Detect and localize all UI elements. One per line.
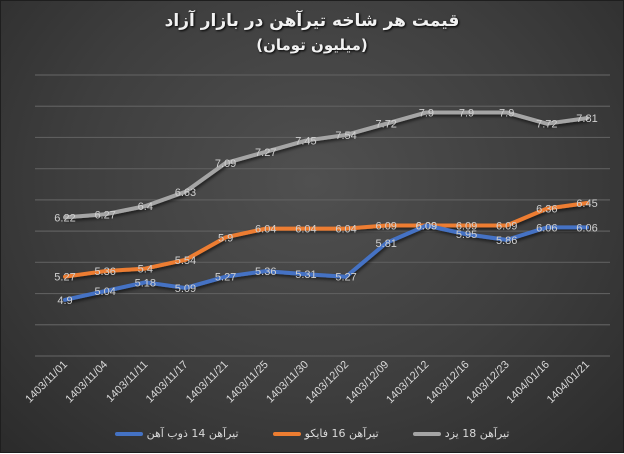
legend-label: تیرآهن 18 یزد: [444, 427, 510, 440]
series-line: [63, 201, 589, 279]
data-label: 6.09: [416, 220, 437, 232]
chart-subtitle: (میلیون تومان): [256, 36, 368, 54]
x-tick-label: 1403/11/17: [144, 359, 191, 406]
data-label: 5.81: [376, 238, 397, 250]
series-lines: [63, 110, 589, 302]
legend-item: تیرآهن 16 فایکو: [272, 427, 379, 440]
data-label: 5.54: [175, 255, 196, 267]
data-labels: 4.95.045.18 5.095.27 5.36 5.31 5.275.816.095…: [54, 107, 597, 306]
data-label: 6.45: [576, 198, 597, 210]
data-label: 7.72: [536, 119, 557, 131]
x-tick-label: 1403/11/04: [63, 359, 110, 406]
data-label: 6.04: [335, 224, 356, 236]
data-label: 7.9: [459, 107, 474, 119]
series-line: [63, 110, 589, 220]
data-label: 5.09: [175, 283, 196, 295]
data-label: 6.09: [416, 220, 437, 232]
legend: تیرآهن 14 ذوب آهن تیرآهن 16 فایکو تیرآهن 1…: [1, 427, 623, 440]
data-label: 5.04: [94, 286, 115, 298]
legend-label: تیرآهن 16 فایکو: [304, 427, 379, 440]
data-label: 6.04: [295, 224, 316, 236]
data-label: 6.36: [536, 204, 557, 216]
x-tick-label: 1404/01/21: [545, 359, 592, 406]
data-label: 7.9: [499, 107, 514, 119]
x-tick-label: 1403/11/21: [184, 359, 231, 406]
data-label: 5.9: [218, 232, 233, 244]
data-label: 6.04: [255, 224, 276, 236]
data-label: 5.27: [215, 272, 236, 284]
data-label: 6.63: [175, 187, 196, 199]
data-label: 5.36: [94, 266, 115, 278]
data-label: 6.09: [376, 220, 397, 232]
data-label: 7.09: [215, 158, 236, 170]
legend-item: تیرآهن 18 یزد: [412, 427, 510, 440]
chart-title: قیمت هر شاخه تیرآهن در بازار آزاد: [164, 11, 460, 31]
data-label: 7.27: [255, 147, 276, 159]
data-label: 5.27: [335, 272, 356, 284]
data-label: 5.36: [255, 266, 276, 278]
data-label: 6.06: [536, 222, 557, 234]
data-label: 7.54: [335, 130, 356, 142]
data-label: 5.18: [135, 277, 156, 289]
x-tick-label: 1403/11/25: [224, 359, 271, 406]
data-label: 5.95: [456, 229, 477, 241]
data-label: 6.27: [94, 209, 115, 221]
data-label: 6.4: [138, 201, 153, 213]
data-label: 5.27: [54, 272, 75, 284]
data-label: 7.9: [419, 107, 434, 119]
legend-swatch: [412, 431, 441, 436]
data-label: 5.86: [496, 235, 517, 247]
data-label: 6.06: [576, 222, 597, 234]
data-label: 4.9: [57, 295, 72, 307]
series-line: [63, 223, 589, 302]
data-label: 7.72: [376, 119, 397, 131]
legend-item: تیرآهن 14 ذوب آهن: [114, 427, 239, 440]
legend-label: تیرآهن 14 ذوب آهن: [146, 427, 239, 440]
legend-swatch: [114, 431, 143, 436]
legend-swatch: [272, 431, 301, 436]
data-label: 7.45: [295, 136, 316, 148]
data-label: 5.31: [295, 269, 316, 281]
x-tick-label: 1403/11/01: [23, 359, 70, 406]
x-axis-labels: 1403/11/011403/11/041403/11/111403/11/17…: [23, 359, 592, 406]
data-label: 5.4: [138, 264, 153, 276]
data-label: 6.09: [456, 220, 477, 232]
data-label: 6.09: [496, 220, 517, 232]
data-label: 6.22: [54, 212, 75, 224]
gridlines: [35, 74, 610, 357]
data-label: 7.81: [576, 113, 597, 125]
